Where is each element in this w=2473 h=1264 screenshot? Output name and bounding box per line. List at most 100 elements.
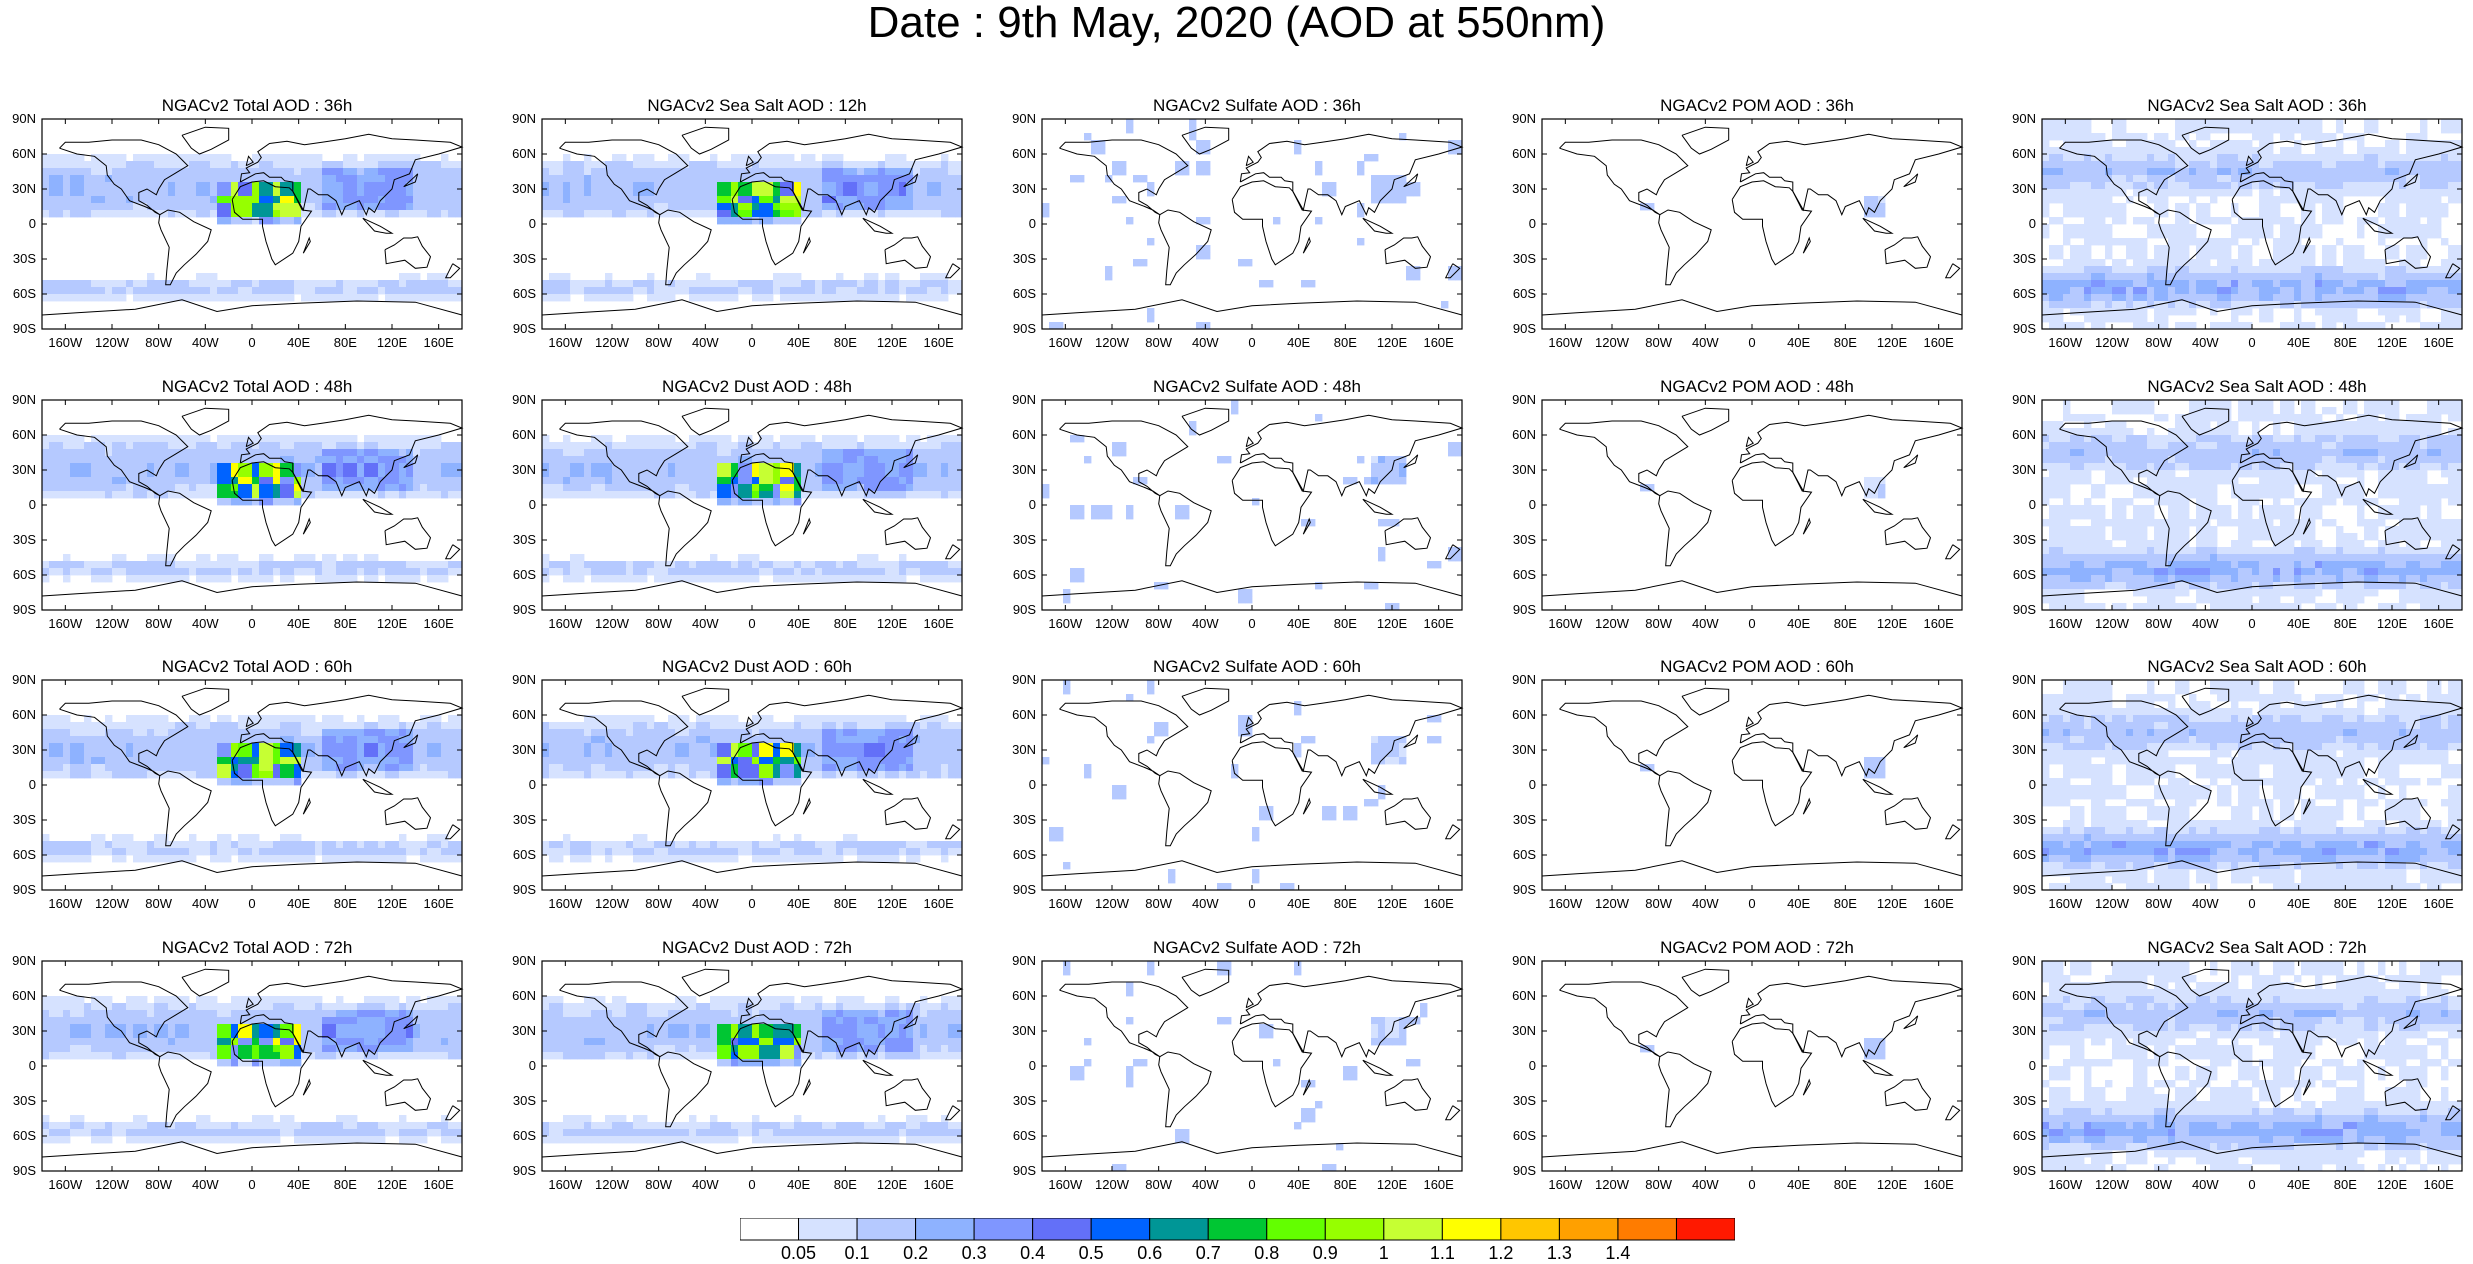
aod-cell	[448, 456, 455, 463]
aod-cell	[864, 294, 871, 301]
aod-cell	[413, 182, 420, 189]
aod-cell	[626, 168, 633, 175]
coastline	[303, 238, 310, 253]
aod-cell	[161, 456, 168, 463]
lat-tick-label: 60S	[2, 287, 36, 301]
aod-cell	[626, 484, 633, 491]
aod-cell	[196, 287, 203, 294]
aod-cell	[2280, 266, 2287, 273]
aod-cell	[801, 294, 808, 301]
aod-cell	[710, 470, 717, 477]
aod-cell	[822, 463, 829, 470]
aod-cell	[619, 491, 626, 498]
aod-cell	[864, 182, 871, 189]
aod-cell	[343, 161, 350, 168]
coastline	[446, 545, 460, 559]
aod-cell	[273, 154, 280, 161]
aod-cell	[2084, 133, 2091, 140]
aod-cell	[308, 568, 315, 575]
aod-cell	[724, 491, 731, 498]
aod-cell	[633, 154, 640, 161]
aod-cell	[357, 463, 364, 470]
aod-cell	[640, 575, 647, 582]
aod-cell	[2084, 119, 2091, 126]
aod-cell	[2273, 252, 2280, 259]
aod-cell	[2455, 161, 2462, 168]
aod-cell	[605, 575, 612, 582]
aod-cell	[42, 491, 49, 498]
aod-cell	[217, 161, 224, 168]
aod-cell	[2175, 245, 2182, 252]
aod-cell	[2280, 252, 2287, 259]
aod-cell	[2336, 126, 2343, 133]
aod-cell	[63, 561, 70, 568]
aod-cell	[2413, 196, 2420, 203]
aod-cell	[2140, 287, 2147, 294]
aod-cell	[49, 435, 56, 442]
lat-tick-label: 30N	[2, 182, 36, 196]
aod-cell	[105, 463, 112, 470]
aod-cell	[63, 294, 70, 301]
aod-cell	[315, 280, 322, 287]
lat-tick-label: 30S	[2, 533, 36, 547]
coastline	[363, 499, 392, 514]
aod-cell	[196, 477, 203, 484]
aod-cell	[350, 575, 357, 582]
aod-cell	[2301, 294, 2308, 301]
aod-cell	[2063, 273, 2070, 280]
aod-cell	[948, 442, 955, 449]
lon-tick-label: 120E	[1370, 335, 1414, 350]
aod-cell	[427, 484, 434, 491]
aod-cell	[259, 554, 266, 561]
aod-cell	[724, 449, 731, 456]
aod-cell	[2294, 322, 2301, 329]
aod-cell	[455, 168, 462, 175]
aod-cell	[885, 442, 892, 449]
aod-cell	[119, 161, 126, 168]
aod-cell	[955, 463, 962, 470]
aod-cell	[1406, 189, 1413, 196]
aod-cell	[427, 196, 434, 203]
aod-cell	[654, 168, 661, 175]
aod-cell	[413, 294, 420, 301]
aod-cell	[598, 470, 605, 477]
aod-cell	[696, 575, 703, 582]
aod-cell	[1084, 133, 1091, 140]
aod-cell	[2252, 168, 2259, 175]
aod-cell	[780, 189, 787, 196]
aod-cell	[661, 477, 668, 484]
aod-cell	[1119, 161, 1126, 168]
aod-cell	[2133, 280, 2140, 287]
aod-cell	[542, 575, 549, 582]
aod-cell	[759, 280, 766, 287]
aod-cell	[2147, 161, 2154, 168]
aod-cell	[913, 294, 920, 301]
aod-cell	[829, 189, 836, 196]
aod-cell	[2112, 238, 2119, 245]
aod-cell	[420, 463, 427, 470]
aod-cell	[2077, 175, 2084, 182]
aod-cell	[577, 189, 584, 196]
aod-cell	[343, 154, 350, 161]
aod-cell	[710, 575, 717, 582]
aod-cell	[2182, 280, 2189, 287]
aod-cell	[238, 484, 245, 491]
aod-cell	[259, 189, 266, 196]
aod-cell	[2049, 287, 2056, 294]
lon-tick-label: 120E	[1870, 335, 1914, 350]
aod-cell	[605, 273, 612, 280]
aod-cell	[434, 175, 441, 182]
aod-cell	[675, 175, 682, 182]
lat-tick-label: 60S	[1002, 287, 1036, 301]
aod-cell	[287, 217, 294, 224]
aod-cell	[357, 568, 364, 575]
aod-cell	[675, 154, 682, 161]
aod-cell	[633, 449, 640, 456]
aod-cell	[2287, 161, 2294, 168]
aod-cell	[2091, 203, 2098, 210]
aod-cell	[273, 280, 280, 287]
aod-cell	[2301, 119, 2308, 126]
aod-cell	[2266, 315, 2273, 322]
aod-cell	[843, 161, 850, 168]
